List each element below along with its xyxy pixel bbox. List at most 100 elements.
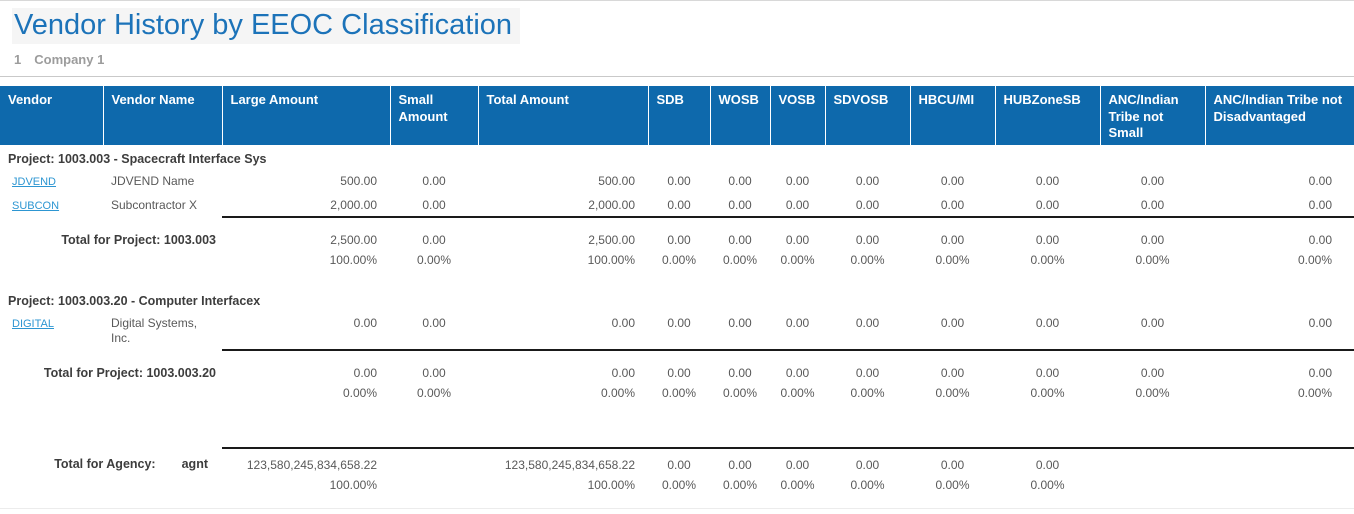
pct-small-amount: 0.00% <box>416 386 452 401</box>
pct-total-amount: 0.00% <box>600 386 635 401</box>
col-header-sdb: SDB <box>647 86 710 146</box>
col-header-vosb: VOSB <box>769 86 825 146</box>
project-group-header: Project: 1003.003.20 - Computer Interfac… <box>0 287 1354 311</box>
pct-hubzonesb: 0.00% <box>1030 386 1065 401</box>
total-sdvosb: 0.00 <box>855 366 880 381</box>
project-total-percent-row: 0.00% 0.00% 0.00% 0.00% 0.00% 0.00% 0.00… <box>0 383 1354 407</box>
sdvosb-value: 0.00 <box>855 174 880 189</box>
agency-small-amount <box>390 448 478 475</box>
total-hbcu-mi: 0.00 <box>940 366 965 381</box>
wosb-value: 0.00 <box>710 311 770 352</box>
pct-vosb: 0.00% <box>780 386 815 401</box>
total-total-amount: 0.00 <box>611 366 635 381</box>
small-amount-value: 0.00 <box>390 311 478 352</box>
table-header-row: Vendor Vendor Name Large Amount Small Am… <box>0 86 1354 146</box>
hbcu-mi-value: 0.00 <box>910 193 995 219</box>
agency-pct-large-amount: 100.00% <box>329 478 377 493</box>
vosb-value: 0.00 <box>785 174 810 189</box>
agency-pct-hubzonesb: 0.00% <box>1030 478 1065 493</box>
agency-hubzonesb: 0.00 <box>1035 458 1060 473</box>
small-amount-value: 0.00 <box>390 193 478 219</box>
project-total-row: Total for Project: 1003.003.20 0.00 0.00… <box>0 360 1354 383</box>
pct-sdb: 0.00% <box>661 386 697 401</box>
pct-small-amount: 0.00% <box>416 253 452 268</box>
total-large-amount: 2,500.00 <box>330 233 377 248</box>
agency-large-amount: 123,580,245,834,658.22 <box>246 458 377 473</box>
pct-hubzonesb: 0.00% <box>1030 253 1065 268</box>
large-amount-value: 500.00 <box>340 174 377 189</box>
agency-total-row: Total for Agency: agnt 123,580,245,834,65… <box>0 448 1354 475</box>
agency-anc-not-disadvantaged <box>1205 448 1354 475</box>
project-total-label: Total for Project: 1003.003.20 <box>43 366 216 381</box>
large-amount-value: 2,000.00 <box>222 193 390 219</box>
vendor-link[interactable]: SUBCON <box>12 200 60 213</box>
total-wosb: 0.00 <box>728 366 752 381</box>
pct-large-amount: 0.00% <box>342 386 377 401</box>
agency-wosb: 0.00 <box>728 458 752 473</box>
agency-sdb: 0.00 <box>667 458 691 473</box>
pct-total-amount: 100.00% <box>587 253 635 268</box>
project-total-label: Total for Project: 1003.003 <box>61 233 216 248</box>
col-header-total-amount: Total Amount <box>477 86 648 146</box>
col-header-wosb: WOSB <box>709 86 770 146</box>
agency-vosb: 0.00 <box>785 458 810 473</box>
total-sdb: 0.00 <box>667 366 691 381</box>
agency-pct-total-amount: 100.00% <box>587 478 635 493</box>
total-sdb: 0.00 <box>667 233 691 248</box>
agency-code: agnt <box>181 457 208 472</box>
total-vosb: 0.00 <box>785 366 810 381</box>
pct-vosb: 0.00% <box>780 253 815 268</box>
agency-pct-hbcu-mi: 0.00% <box>935 478 970 493</box>
hubzonesb-value: 0.00 <box>995 193 1100 219</box>
total-anc-not-small: 0.00 <box>1140 233 1165 248</box>
vendor-link[interactable]: JDVEND <box>12 176 57 189</box>
total-vosb: 0.00 <box>785 233 810 248</box>
pct-large-amount: 100.00% <box>329 253 377 268</box>
large-amount-value: 0.00 <box>222 311 390 352</box>
total-wosb: 0.00 <box>728 233 752 248</box>
vendor-link[interactable]: DIGITAL <box>12 318 54 331</box>
agency-pct-sdb: 0.00% <box>661 478 697 493</box>
col-header-large-amount: Large Amount <box>221 86 390 146</box>
vendor-name: Subcontractor X <box>111 198 198 213</box>
total-amount-value: 2,000.00 <box>478 193 648 219</box>
page-title: Vendor History by EEOC Classification <box>12 8 521 45</box>
total-anc-not-small: 0.00 <box>1140 366 1165 381</box>
hubzonesb-value: 0.00 <box>995 311 1100 352</box>
total-amount-value: 500.00 <box>598 174 635 189</box>
total-anc-not-disadvantaged: 0.00 <box>1308 233 1332 248</box>
total-hubzonesb: 0.00 <box>1035 233 1060 248</box>
pct-sdb: 0.00% <box>661 253 697 268</box>
agency-pct-wosb: 0.00% <box>722 478 758 493</box>
hbcu-mi-value: 0.00 <box>910 311 995 352</box>
table-row: JDVEND JDVEND Name 500.00 0.00 500.00 0.… <box>0 169 1354 193</box>
vendor-name: JDVEND Name <box>111 174 195 189</box>
pct-anc-not-small: 0.00% <box>1135 386 1170 401</box>
project-total-row: Total for Project: 1003.003 2,500.00 0.0… <box>0 227 1354 250</box>
agency-percent-row: 100.00% 100.00% 0.00% 0.00% 0.00% 0.00% … <box>0 475 1354 499</box>
project-group-header: Project: 1003.003 - Spacecraft Interface… <box>0 145 1354 169</box>
pct-wosb: 0.00% <box>722 253 758 268</box>
col-header-anc-not-small: ANC/Indian Tribe not Small <box>1099 86 1205 146</box>
vendor-name: Digital Systems, Inc. <box>111 316 198 346</box>
anc-not-disadvantaged-value: 0.00 <box>1205 193 1354 219</box>
pct-hbcu-mi: 0.00% <box>935 253 970 268</box>
anc-not-small-value: 0.00 <box>1100 311 1205 352</box>
agency-total-amount: 123,580,245,834,658.22 <box>504 458 635 473</box>
sdvosb-value: 0.00 <box>825 193 910 219</box>
total-amount-value: 0.00 <box>478 311 648 352</box>
total-small-amount: 0.00 <box>422 233 446 248</box>
total-sdvosb: 0.00 <box>855 233 880 248</box>
company-subtitle: 1 Company 1 <box>0 44 1354 76</box>
wosb-value: 0.00 <box>710 193 770 219</box>
total-total-amount: 2,500.00 <box>588 233 635 248</box>
anc-not-small-value: 0.00 <box>1100 193 1205 219</box>
agency-anc-not-small <box>1100 448 1205 475</box>
vosb-value: 0.00 <box>770 311 825 352</box>
pct-sdvosb: 0.00% <box>850 386 885 401</box>
agency-pct-vosb: 0.00% <box>780 478 815 493</box>
header-divider <box>0 76 1354 78</box>
company-index: 1 <box>14 52 22 68</box>
table-row: SUBCON Subcontractor X 2,000.00 0.00 2,0… <box>0 193 1354 219</box>
project-label: Project: 1003.003 - Spacecraft Interface… <box>8 152 267 167</box>
